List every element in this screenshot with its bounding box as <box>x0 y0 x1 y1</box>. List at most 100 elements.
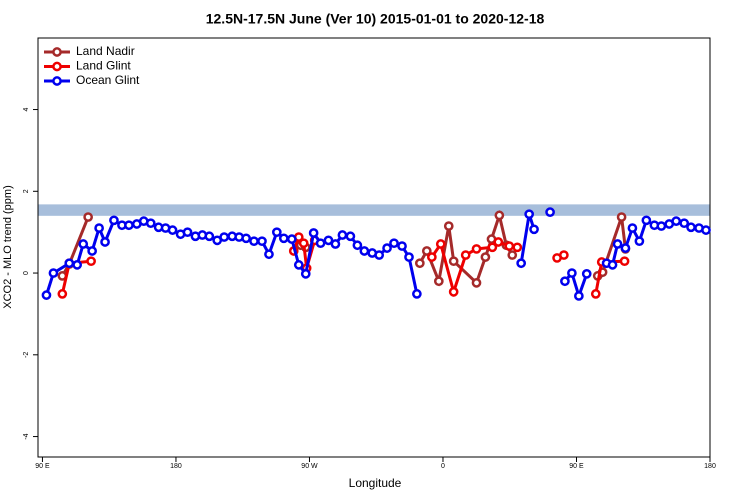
data-point <box>182 227 193 238</box>
data-point <box>345 231 356 242</box>
data-point <box>559 250 569 260</box>
data-point <box>404 252 414 262</box>
data-point <box>57 289 68 299</box>
legend-marker <box>52 47 62 57</box>
y-tick-label: -4 <box>23 433 30 439</box>
data-point <box>504 241 515 251</box>
data-point <box>64 258 75 269</box>
data-point <box>524 209 535 220</box>
data-point <box>330 239 341 249</box>
data-point <box>48 268 59 278</box>
data-point <box>616 212 627 222</box>
data-point <box>471 244 482 254</box>
x-tick-label: 180 <box>170 463 182 470</box>
data-point <box>374 250 385 260</box>
x-tick-label: 180 <box>704 463 716 470</box>
data-point <box>249 236 259 247</box>
legend-label: Land Glint <box>76 59 131 73</box>
data-point <box>315 238 326 249</box>
x-axis-label: Longitude <box>349 476 402 490</box>
data-point <box>286 234 297 244</box>
data-point <box>574 291 584 301</box>
data-point <box>641 215 652 226</box>
data-point <box>241 233 251 244</box>
data-point <box>298 238 309 249</box>
plot-frame <box>37 37 711 458</box>
data-point <box>86 256 96 267</box>
data-point <box>397 241 407 251</box>
data-point <box>581 269 592 279</box>
data-point <box>389 238 399 249</box>
data-point <box>627 223 638 233</box>
data-point <box>167 225 178 235</box>
data-point <box>264 249 274 260</box>
y-tick-label: -2 <box>23 352 30 358</box>
data-point <box>293 260 304 270</box>
data-point <box>686 222 696 233</box>
data-point <box>493 237 504 247</box>
data-point <box>448 256 459 267</box>
data-point <box>337 230 348 240</box>
legend-label: Land Nadir <box>76 44 135 58</box>
data-point <box>671 216 682 226</box>
data-point <box>414 258 425 269</box>
data-point <box>471 278 482 288</box>
data-point <box>619 256 630 267</box>
data-point <box>494 210 505 221</box>
x-tick-label: 0 <box>441 463 445 470</box>
data-point <box>204 231 215 242</box>
data-point <box>480 252 491 262</box>
data-point <box>656 221 667 231</box>
data-point <box>109 215 119 226</box>
data-point <box>78 239 89 249</box>
x-tick-label: 90 E <box>35 463 50 470</box>
x-tick-label: 90 W <box>301 463 318 470</box>
data-point <box>308 228 319 238</box>
y-tick-label: 2 <box>23 189 30 193</box>
data-point <box>590 289 601 299</box>
data-point <box>100 237 110 247</box>
data-point <box>271 227 282 238</box>
data-point <box>679 218 690 229</box>
data-point <box>278 233 289 244</box>
data-point <box>427 252 437 262</box>
data-point <box>507 250 518 260</box>
data-point <box>382 243 392 253</box>
data-point <box>529 224 539 235</box>
data-point <box>421 246 432 256</box>
data-point <box>435 239 446 249</box>
data-point <box>41 290 52 300</box>
data-point <box>560 276 570 287</box>
chart-title: 12.5N-17.5N June (Ver 10) 2015-01-01 to … <box>206 11 545 27</box>
data-point <box>124 220 134 231</box>
y-tick-label: 0 <box>23 271 30 275</box>
data-point <box>94 223 104 233</box>
data-point <box>620 243 631 253</box>
data-point <box>323 235 334 246</box>
data-point <box>545 207 555 217</box>
data-point <box>516 258 527 269</box>
data-point <box>87 246 97 256</box>
data-point <box>433 276 444 287</box>
data-point <box>257 236 267 247</box>
legend-marker <box>52 61 62 72</box>
legend-label: Ocean Glint <box>76 73 140 87</box>
data-point <box>300 269 311 279</box>
data-point <box>83 212 93 222</box>
data-point <box>567 268 577 278</box>
y-tick-label: 4 <box>23 107 30 111</box>
data-point <box>219 232 230 242</box>
legend-marker <box>52 76 62 86</box>
series-line <box>563 269 589 301</box>
data-point <box>145 218 156 229</box>
data-point <box>512 242 523 253</box>
data-point <box>487 242 498 253</box>
reference-band <box>38 204 710 216</box>
data-point <box>72 260 83 270</box>
x-tick-label: 90 E <box>569 463 584 470</box>
data-point <box>634 236 645 247</box>
data-point <box>359 246 370 256</box>
data-point <box>412 289 422 299</box>
data-point <box>460 250 471 260</box>
